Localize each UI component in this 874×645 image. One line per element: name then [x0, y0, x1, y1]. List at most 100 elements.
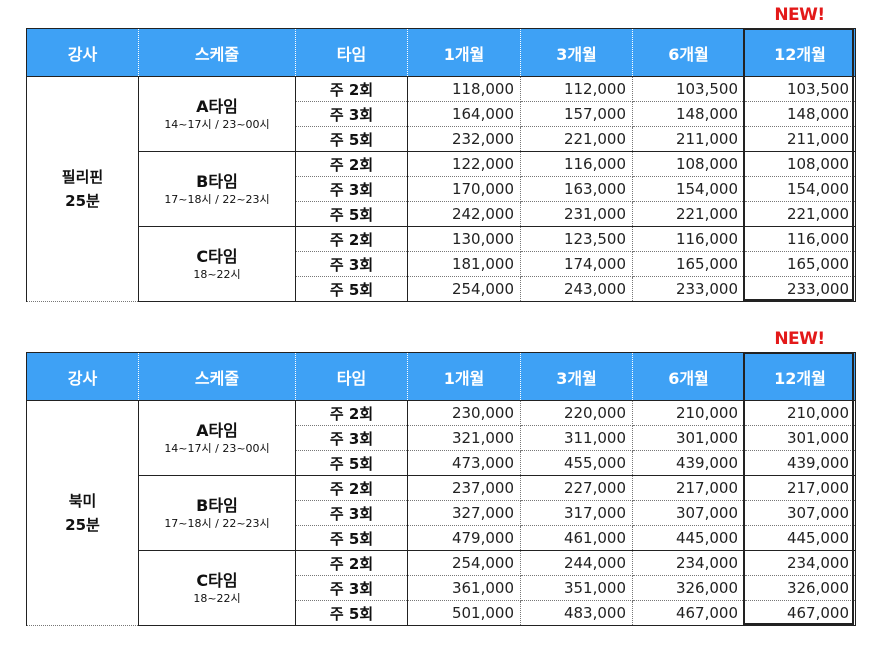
- price-cell: 118,000: [407, 76, 521, 102]
- price-cell: 311,000: [520, 425, 633, 451]
- price-cell: 221,000: [632, 201, 745, 227]
- price-cell: 445,000: [632, 525, 745, 551]
- price-cell: 157,000: [520, 101, 633, 127]
- price-cell: 473,000: [407, 450, 521, 476]
- price-cell: 116,000: [632, 226, 745, 252]
- price-cell: 221,000: [744, 201, 856, 227]
- instructor-label: 필리핀: [61, 168, 104, 186]
- price-cell: 217,000: [632, 475, 745, 501]
- table-row: 필리핀 25분 A타임 14~17시 / 23~00시 주 2회 118,000 112,0…: [26, 76, 856, 302]
- price-cell: 122,000: [407, 151, 521, 177]
- table-row: B타임 17~18시 / 22~23시 주 2회 122,000 116,000 108,…: [27, 151, 856, 227]
- table-row: B타임 17~18시 / 22~23시 주 2회 237,000 227,000 217,…: [27, 475, 856, 551]
- price-cell: 244,000: [520, 550, 633, 576]
- price-cell: 445,000: [744, 525, 856, 551]
- table-row: 주 5회 242,000 231,000 221,000 221,000: [27, 201, 856, 227]
- schedule-cell: C타임 18~22시: [138, 550, 296, 626]
- table-row: 주 3회 321,000 311,000 301,000 301,000: [27, 425, 856, 451]
- column-header: 6개월: [632, 352, 745, 401]
- price-cell: 234,000: [632, 550, 745, 576]
- price-cell: 211,000: [632, 126, 745, 152]
- frequency-cell: 주 3회: [295, 176, 408, 202]
- price-cell: 210,000: [632, 400, 745, 426]
- column-header: 12개월: [744, 28, 856, 77]
- frequency-cell: 주 5회: [295, 525, 408, 551]
- price-cell: 154,000: [744, 176, 856, 202]
- frequency-cell: 주 3회: [295, 251, 408, 277]
- frequency-cell: 주 5회: [295, 201, 408, 227]
- schedule-cell: C타임 18~22시: [138, 226, 296, 302]
- price-cell: 174,000: [520, 251, 633, 277]
- instructor-label: 25분: [65, 516, 100, 534]
- table-row: 주 3회 170,000 163,000 154,000 154,000: [27, 176, 856, 202]
- price-table: 강사 스케줄 타임 1개월 3개월 6개월 12개월 필리핀 25분 A타임 14~17시 / 23…: [26, 28, 856, 302]
- price-cell: 501,000: [407, 600, 521, 626]
- frequency-cell: 주 3회: [295, 101, 408, 127]
- price-cell: 351,000: [520, 575, 633, 601]
- column-header: 스케줄: [138, 28, 296, 77]
- frequency-cell: 주 5회: [295, 276, 408, 302]
- table-row: 주 5회 501,000 483,000 467,000 467,000: [27, 600, 856, 626]
- price-cell: 230,000: [407, 400, 521, 426]
- price-cell: 439,000: [632, 450, 745, 476]
- price-cell: 181,000: [407, 251, 521, 277]
- table-row: 주 3회 164,000 157,000 148,000 148,000: [27, 101, 856, 127]
- frequency-cell: 주 2회: [295, 400, 408, 426]
- frequency-cell: 주 5회: [295, 126, 408, 152]
- table-row: 주 3회 361,000 351,000 326,000 326,000: [27, 575, 856, 601]
- column-header: 스케줄: [138, 352, 296, 401]
- price-cell: 321,000: [407, 425, 521, 451]
- price-cell: 103,500: [744, 76, 856, 102]
- frequency-cell: 주 2회: [295, 475, 408, 501]
- price-cell: 307,000: [632, 500, 745, 526]
- frequency-cell: 주 2회: [295, 151, 408, 177]
- table-row: 북미 25분 A타임 14~17시 / 23~00시 주 2회 230,000 220,00…: [26, 400, 856, 626]
- price-cell: 467,000: [744, 600, 856, 626]
- price-cell: 254,000: [407, 276, 521, 302]
- price-cell: 233,000: [632, 276, 745, 302]
- price-cell: 317,000: [520, 500, 633, 526]
- column-header: 타임: [295, 352, 408, 401]
- price-cell: 234,000: [744, 550, 856, 576]
- schedule-name: A타임: [196, 96, 238, 116]
- price-cell: 220,000: [520, 400, 633, 426]
- price-cell: 242,000: [407, 201, 521, 227]
- price-cell: 130,000: [407, 226, 521, 252]
- price-cell: 467,000: [632, 600, 745, 626]
- schedule-hours: 14~17시 / 23~00시: [164, 117, 270, 131]
- price-cell: 165,000: [632, 251, 745, 277]
- frequency-cell: 주 2회: [295, 226, 408, 252]
- price-cell: 327,000: [407, 500, 521, 526]
- schedule-name: A타임: [196, 420, 238, 440]
- price-cell: 254,000: [407, 550, 521, 576]
- price-cell: 326,000: [632, 575, 745, 601]
- column-header: 타임: [295, 28, 408, 77]
- column-header: 6개월: [632, 28, 745, 77]
- new-badge: NEW!: [774, 329, 825, 349]
- price-cell: 301,000: [632, 425, 745, 451]
- table-row: 주 5회 232,000 221,000 211,000 211,000: [27, 126, 856, 152]
- price-table: 강사 스케줄 타임 1개월 3개월 6개월 12개월 북미 25분 A타임 14~17시 / 23~…: [26, 352, 856, 626]
- price-cell: 116,000: [744, 226, 856, 252]
- price-cell: 243,000: [520, 276, 633, 302]
- frequency-cell: 주 5회: [295, 450, 408, 476]
- price-cell: 148,000: [632, 101, 745, 127]
- price-cell: 123,500: [520, 226, 633, 252]
- column-header: 3개월: [520, 352, 633, 401]
- schedule-name: B타임: [196, 495, 238, 515]
- price-cell: 148,000: [744, 101, 856, 127]
- frequency-cell: 주 3회: [295, 425, 408, 451]
- schedule-cell: A타임 14~17시 / 23~00시: [138, 76, 296, 152]
- price-cell: 301,000: [744, 425, 856, 451]
- schedule-hours: 14~17시 / 23~00시: [164, 441, 270, 455]
- schedule-name: C타임: [196, 246, 238, 266]
- schedule-name: C타임: [196, 570, 238, 590]
- instructor-cell: 북미 25분: [26, 400, 139, 626]
- schedule-hours: 18~22시: [193, 267, 241, 281]
- frequency-cell: 주 2회: [295, 76, 408, 102]
- price-cell: 461,000: [520, 525, 633, 551]
- table-row: 주 3회 327,000 317,000 307,000 307,000: [27, 500, 856, 526]
- column-header: 12개월: [744, 352, 856, 401]
- schedule-cell: B타임 17~18시 / 22~23시: [138, 475, 296, 551]
- header-row: 강사 스케줄 타임 1개월 3개월 6개월 12개월: [26, 352, 856, 401]
